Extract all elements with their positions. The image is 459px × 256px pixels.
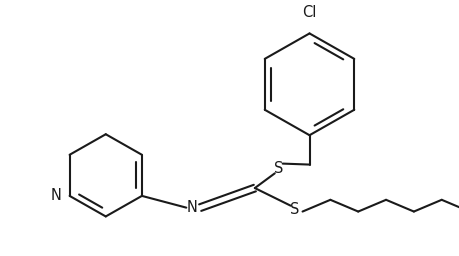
Text: N: N: [186, 200, 197, 215]
Text: Cl: Cl: [302, 5, 316, 20]
Text: N: N: [50, 188, 62, 203]
Text: S: S: [274, 161, 283, 176]
Text: S: S: [289, 202, 299, 217]
